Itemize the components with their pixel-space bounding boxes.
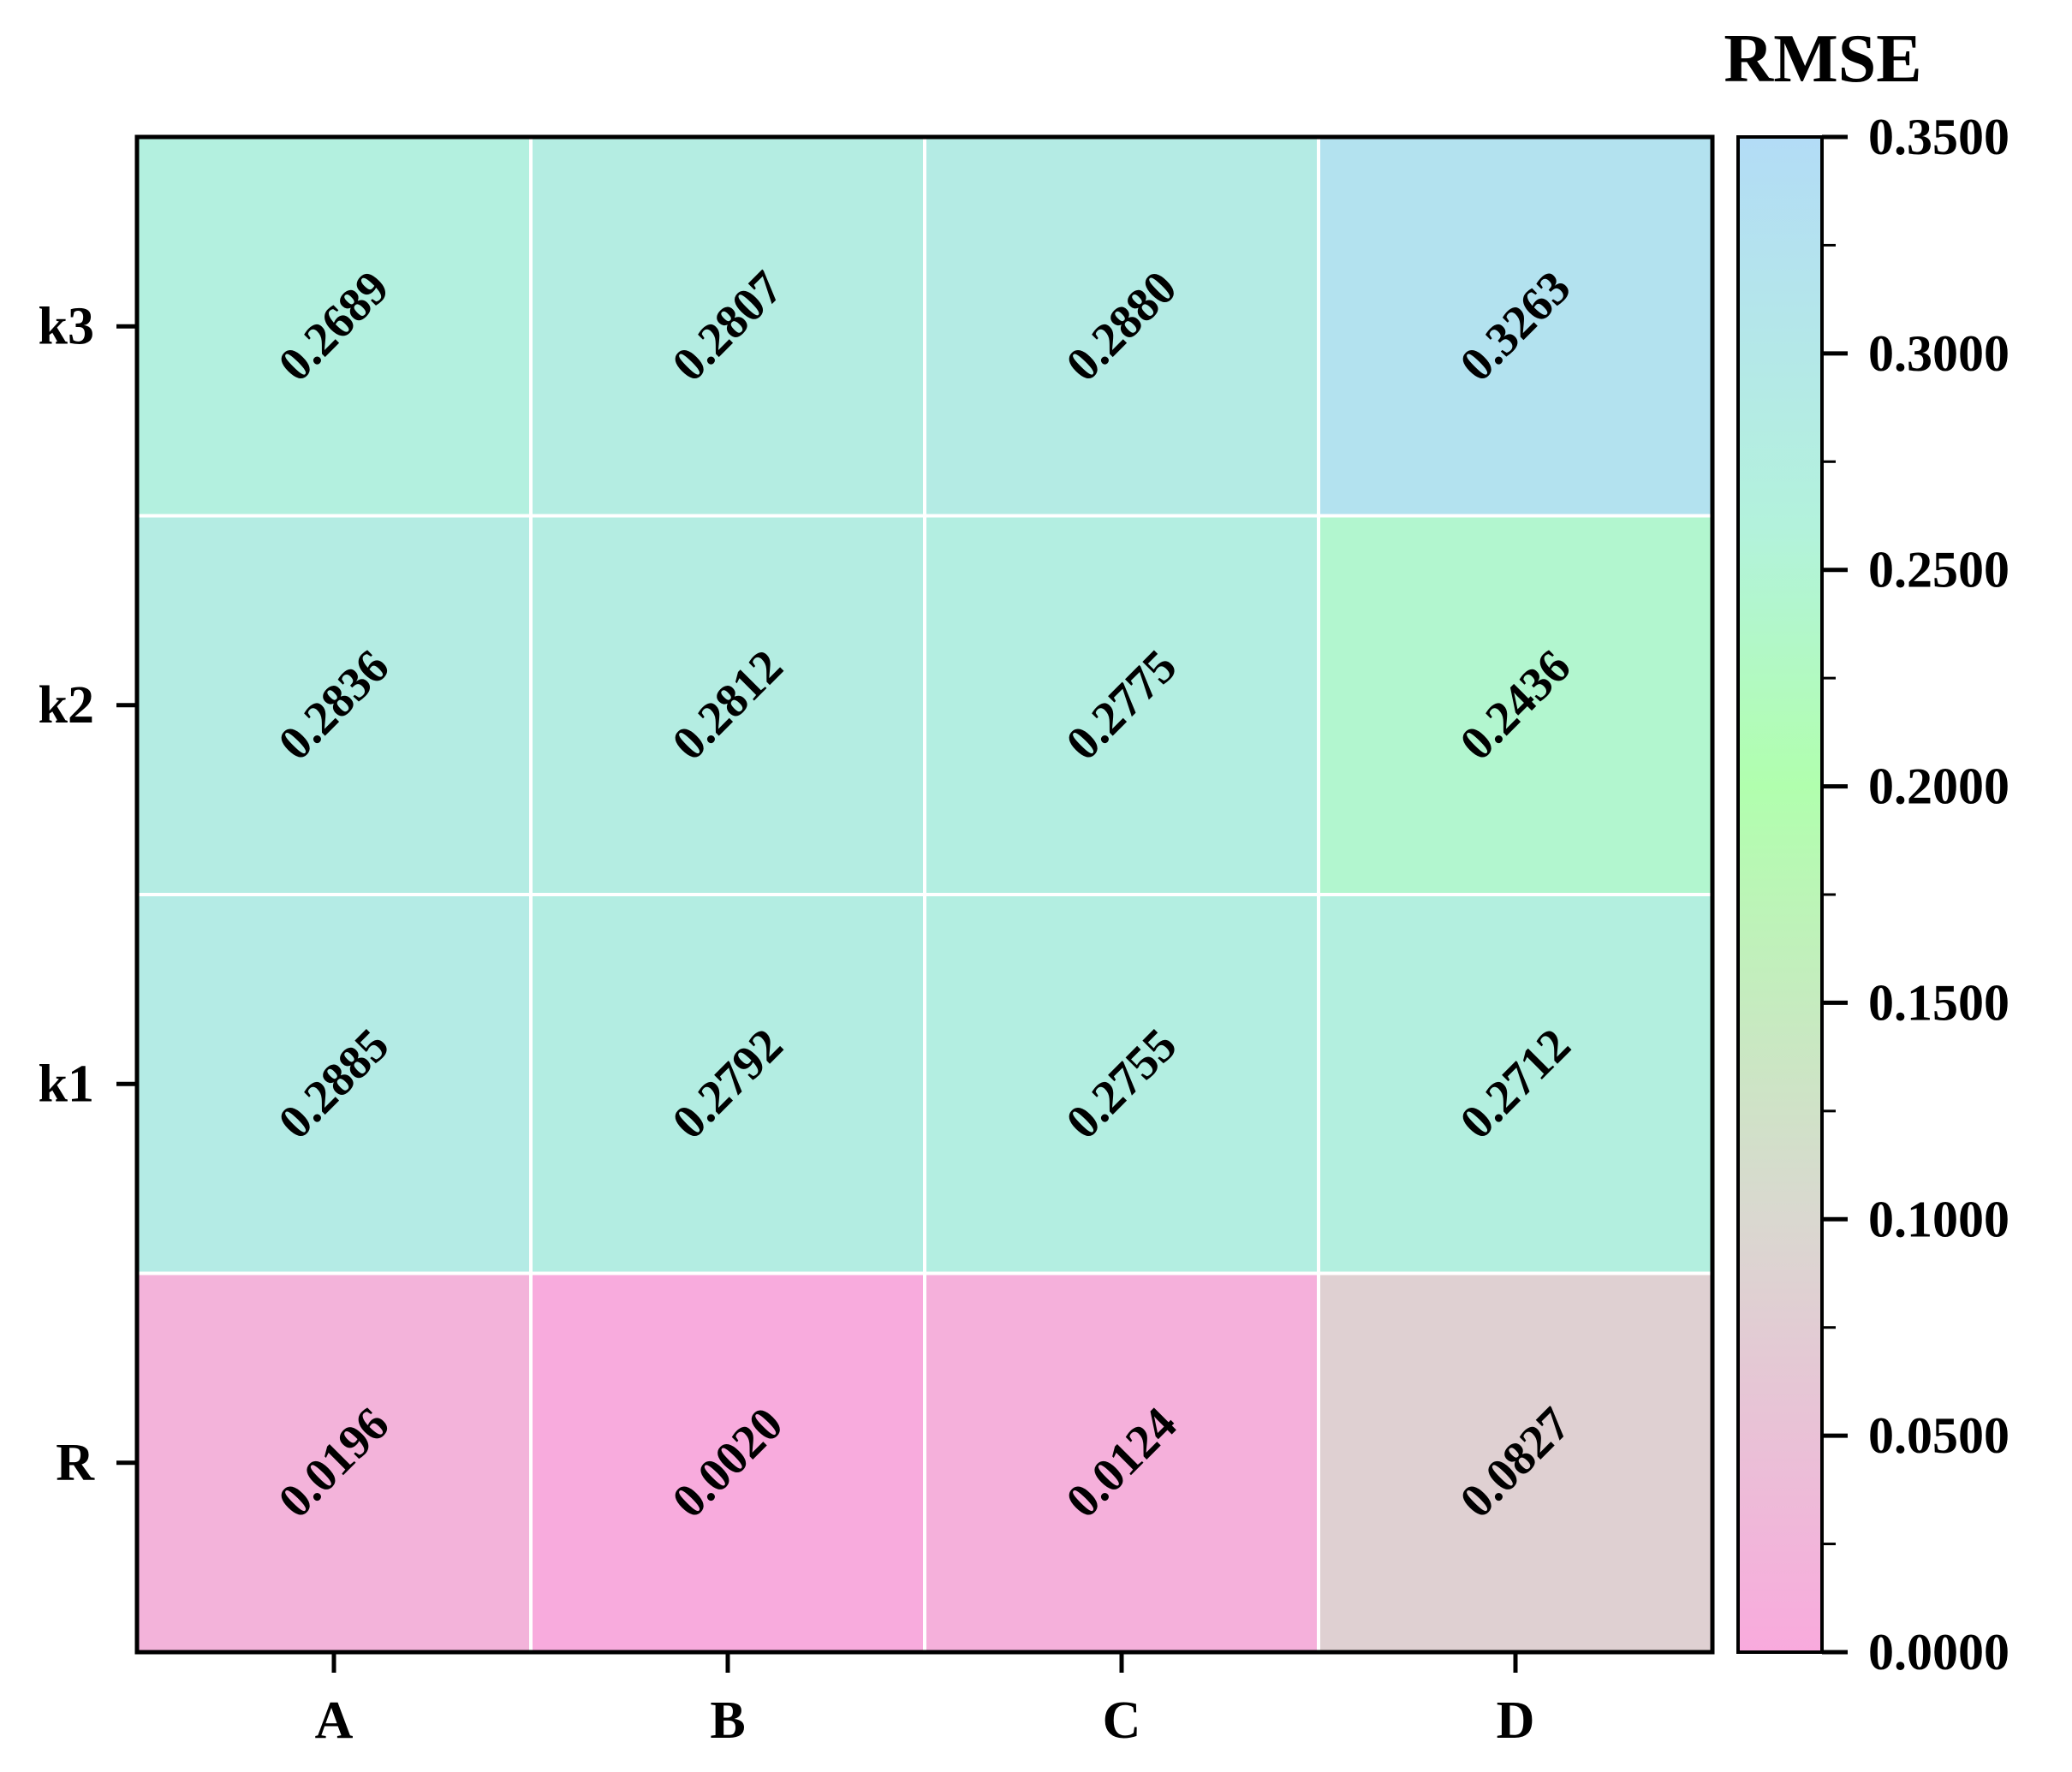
colorbar-gradient xyxy=(1736,135,1824,1654)
heatmap-cell-k2-D xyxy=(1317,514,1714,896)
heatmap-cell-k3-D xyxy=(1317,135,1714,518)
colorbar-tick-label: 0.3500 xyxy=(1868,109,2009,165)
heatmap-cell-k3-C xyxy=(923,135,1320,518)
heatmap-cell-k1-C xyxy=(923,893,1320,1275)
x-tick-label: A xyxy=(315,1692,354,1750)
colorbar-title: RMSE xyxy=(1724,21,1921,97)
colorbar: 0.0000 0.0500 0.1000 0.1500 0.2000 0.2500 0.30… xyxy=(1724,21,2009,1680)
x-tick-label: B xyxy=(710,1692,745,1750)
plot-frame xyxy=(134,134,1715,1655)
colorbar-tick-label: 0.1000 xyxy=(1868,1191,2009,1247)
heatmap-cells xyxy=(135,135,1714,1654)
colorbar-tick-label: 0.2000 xyxy=(1868,758,2009,815)
heatmap-cell-k3-A xyxy=(135,135,533,518)
x-tick-label: C xyxy=(1103,1692,1141,1750)
colorbar-tick-label: 0.1500 xyxy=(1868,974,2009,1031)
x-tick-label: D xyxy=(1497,1692,1535,1750)
heatmap-cell-k1-A xyxy=(135,893,533,1275)
heatmap-cell-R-D xyxy=(1317,1271,1714,1654)
colorbar-tick-label: 0.0500 xyxy=(1868,1407,2009,1464)
colorbar-tick-label: 0.0000 xyxy=(1868,1624,2009,1680)
colorbar-tick-label: 0.2500 xyxy=(1868,542,2009,598)
heatmap-cell-R-B xyxy=(529,1271,926,1654)
y-tick-label: R xyxy=(56,1434,95,1492)
heatmap-cell-k1-B xyxy=(529,893,926,1275)
colorbar-tick-label: 0.3000 xyxy=(1868,325,2009,382)
y-tick-label: k3 xyxy=(39,297,94,355)
y-tick-label: k2 xyxy=(39,676,94,734)
heatmap-cell-k1-D xyxy=(1317,893,1714,1275)
heatmap-cell-R-A xyxy=(135,1271,533,1654)
heatmap-axes: A B C D Rk1 k2 k3 xyxy=(39,134,1715,1750)
heatmap-cell-k2-B xyxy=(529,514,926,896)
y-tick-label: k1 xyxy=(39,1055,94,1113)
